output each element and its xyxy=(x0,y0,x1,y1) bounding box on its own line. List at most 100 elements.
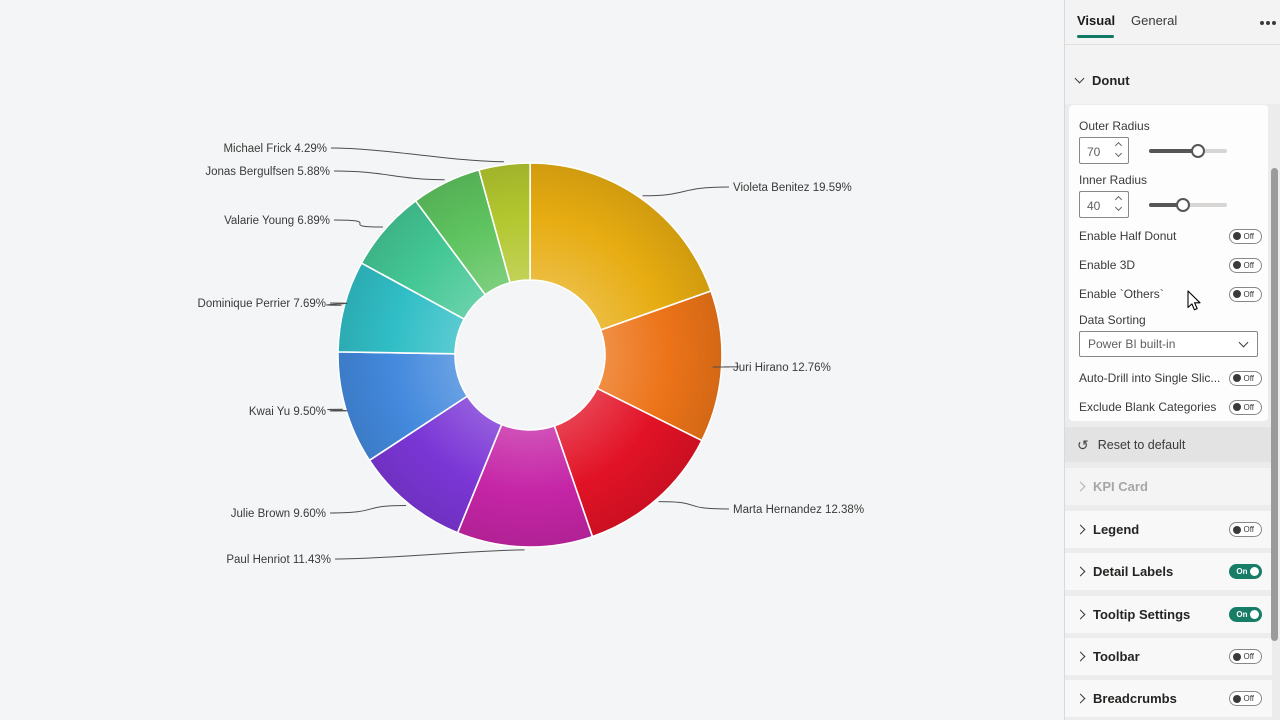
detail-label: Kwai Yu 9.50% xyxy=(249,406,326,418)
inner-radius-spinner[interactable] xyxy=(1113,194,1126,215)
section-breadcrumbs[interactable]: Breadcrumbs Off xyxy=(1065,680,1272,717)
label-leader-line xyxy=(326,302,348,306)
enable-half-donut-row: Enable Half Donut Off xyxy=(1079,223,1262,249)
outer-radius-input[interactable] xyxy=(1080,138,1121,165)
cursor-arrow-icon xyxy=(1187,290,1201,311)
section-detail-labels[interactable]: Detail Labels On xyxy=(1065,553,1272,590)
donut-chart: Violeta Benitez 19.59% Juri Hirano 12.76%… xyxy=(198,143,865,566)
toggle-state-text: Off xyxy=(1243,231,1255,241)
slider-fill xyxy=(1149,203,1184,207)
slider-handle[interactable] xyxy=(1176,198,1191,212)
donut-slice-violeta-benitez[interactable] xyxy=(529,162,712,331)
more-options-icon[interactable] xyxy=(1260,21,1264,25)
tooltip-settings-toggle[interactable]: On xyxy=(1229,607,1262,622)
inner-radius-slider[interactable] xyxy=(1149,191,1227,218)
format-pane-tabbar: Visual General xyxy=(1065,0,1280,45)
chevron-down-icon xyxy=(1074,73,1085,84)
kpi-card-label: KPI Card xyxy=(1093,479,1148,494)
detail-labels-toggle[interactable]: On xyxy=(1229,564,1262,579)
enable-3d-toggle[interactable]: Off xyxy=(1229,257,1262,273)
toggle-state-text: Off xyxy=(1243,525,1255,534)
report-canvas: Violeta Benitez 19.59% Juri Hirano 12.76%… xyxy=(197,143,865,566)
donut-section-title: Donut xyxy=(1092,72,1130,88)
detail-label: Julie Brown 9.60% xyxy=(231,508,326,520)
spinner-up-icon[interactable] xyxy=(1114,141,1123,150)
detail-label: Paul Henriot 11.43% xyxy=(226,554,331,566)
detail-label: Violeta Benitez 19.59% xyxy=(733,182,852,194)
label-leader-line xyxy=(329,505,407,514)
section-toolbar[interactable]: Toolbar Off xyxy=(1065,638,1272,675)
data-sorting-value: Power BI built-in xyxy=(1088,337,1176,351)
reset-to-default-label: Reset to default xyxy=(1097,437,1186,452)
outer-radius-spinner[interactable] xyxy=(1113,140,1126,161)
auto-drill-label: Auto-Drill into Single Slic... xyxy=(1079,371,1221,385)
enable-3d-row: Enable 3D Off xyxy=(1079,252,1262,278)
chevron-right-icon xyxy=(1075,566,1086,577)
breadcrumbs-label: Breadcrumbs xyxy=(1093,691,1177,706)
breadcrumbs-toggle[interactable]: Off xyxy=(1229,691,1262,706)
data-sorting-dropdown[interactable]: Power BI built-in xyxy=(1079,331,1258,357)
enable-half-donut-toggle[interactable]: Off xyxy=(1229,228,1262,244)
spinner-down-icon[interactable] xyxy=(1114,149,1123,158)
chevron-right-icon xyxy=(1075,651,1086,662)
label-leader-line xyxy=(642,186,730,197)
chevron-right-icon xyxy=(1075,609,1086,620)
toggle-knob xyxy=(1233,374,1241,382)
slider-handle[interactable] xyxy=(1191,144,1206,158)
inner-radius-label: Inner Radius xyxy=(1079,173,1148,187)
detail-label: Valarie Young 6.89% xyxy=(224,215,330,227)
enable-half-donut-label: Enable Half Donut xyxy=(1079,229,1177,243)
enable-others-toggle[interactable]: Off xyxy=(1229,286,1262,302)
legend-toggle[interactable]: Off xyxy=(1229,522,1262,537)
outer-radius-slider[interactable] xyxy=(1149,137,1227,164)
toggle-knob xyxy=(1250,610,1259,619)
enable-3d-label: Enable 3D xyxy=(1079,258,1136,272)
spinner-up-icon[interactable] xyxy=(1114,195,1123,204)
toggle-knob xyxy=(1233,261,1241,269)
toggle-knob xyxy=(1233,290,1241,298)
detail-label: Dominique Perrier 7.69% xyxy=(198,298,326,310)
chevron-down-icon xyxy=(1238,337,1249,348)
donut-slice-michael-frick[interactable] xyxy=(478,162,531,284)
detail-labels-label: Detail Labels xyxy=(1093,564,1174,579)
chevron-right-icon xyxy=(1075,524,1086,535)
toggle-state-text: Off xyxy=(1243,402,1255,412)
label-leader-line xyxy=(333,170,445,181)
tab-visual[interactable]: Visual xyxy=(1077,13,1116,28)
label-leader-line xyxy=(333,219,383,228)
section-kpi-card: KPI Card xyxy=(1065,468,1272,505)
mouse-cursor xyxy=(1187,290,1201,311)
reset-to-default-button[interactable]: ↺ Reset to default xyxy=(1065,427,1272,462)
section-tooltip-settings[interactable]: Tooltip Settings On xyxy=(1065,596,1272,633)
donut-section-header[interactable]: Donut xyxy=(1065,57,1280,103)
outer-radius-label: Outer Radius xyxy=(1079,119,1150,133)
label-leader-line xyxy=(658,501,730,510)
data-sorting-label: Data Sorting xyxy=(1079,313,1146,327)
toggle-state-text: Off xyxy=(1243,289,1255,299)
enable-others-row: Enable `Others` Off xyxy=(1079,281,1262,307)
format-pane: Visual General Donut Outer Radius Inn xyxy=(1064,0,1280,720)
toolbar-toggle[interactable]: Off xyxy=(1229,649,1262,664)
exclude-blank-toggle[interactable]: Off xyxy=(1229,399,1262,415)
toolbar-label: Toolbar xyxy=(1093,649,1140,664)
inner-radius-input-wrap xyxy=(1079,191,1129,219)
section-legend[interactable]: Legend Off xyxy=(1065,511,1272,548)
panel-scrollbar-thumb[interactable] xyxy=(1271,168,1278,641)
auto-drill-row: Auto-Drill into Single Slic... Off xyxy=(1079,365,1262,391)
toggle-state-text: On xyxy=(1236,610,1248,619)
slider-track[interactable] xyxy=(1149,149,1227,153)
detail-label: Michael Frick 4.29% xyxy=(223,143,327,155)
toggle-state-text: Off xyxy=(1243,373,1255,383)
chevron-right-icon xyxy=(1075,693,1086,704)
tab-general[interactable]: General xyxy=(1131,13,1178,28)
label-leader-line xyxy=(334,549,525,560)
spinner-down-icon[interactable] xyxy=(1114,203,1123,212)
enable-others-label: Enable `Others` xyxy=(1079,287,1164,301)
inner-radius-input[interactable] xyxy=(1080,192,1121,219)
donut-settings-card: Outer Radius Inner Radius xyxy=(1069,105,1268,421)
slider-fill xyxy=(1149,149,1199,153)
toggle-knob xyxy=(1233,694,1241,703)
auto-drill-toggle[interactable]: Off xyxy=(1229,370,1262,386)
label-leader-line xyxy=(330,147,504,163)
